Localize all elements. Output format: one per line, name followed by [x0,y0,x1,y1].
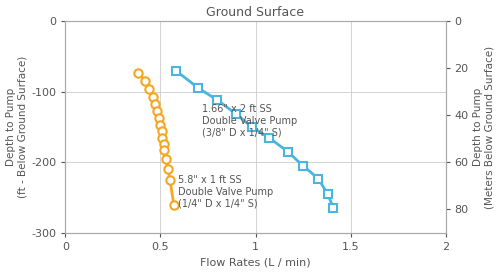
Y-axis label: Depth to Pump
(ft - Below Ground Surface): Depth to Pump (ft - Below Ground Surface… [6,56,27,198]
Title: Ground Surface: Ground Surface [206,5,304,19]
X-axis label: Flow Rates (L / min): Flow Rates (L / min) [200,257,311,268]
Y-axis label: Depth to Pump
(Meters Below Ground Surface): Depth to Pump (Meters Below Ground Surfa… [473,45,494,209]
Text: 5.8" x 1 ft SS
Double Valve Pump
(1/4" D x 1/4" S): 5.8" x 1 ft SS Double Valve Pump (1/4" D… [178,175,273,208]
Text: 1.66" x 2 ft SS
Double Valve Pump
(3/8" D x 1/4" S): 1.66" x 2 ft SS Double Valve Pump (3/8" … [202,104,298,138]
